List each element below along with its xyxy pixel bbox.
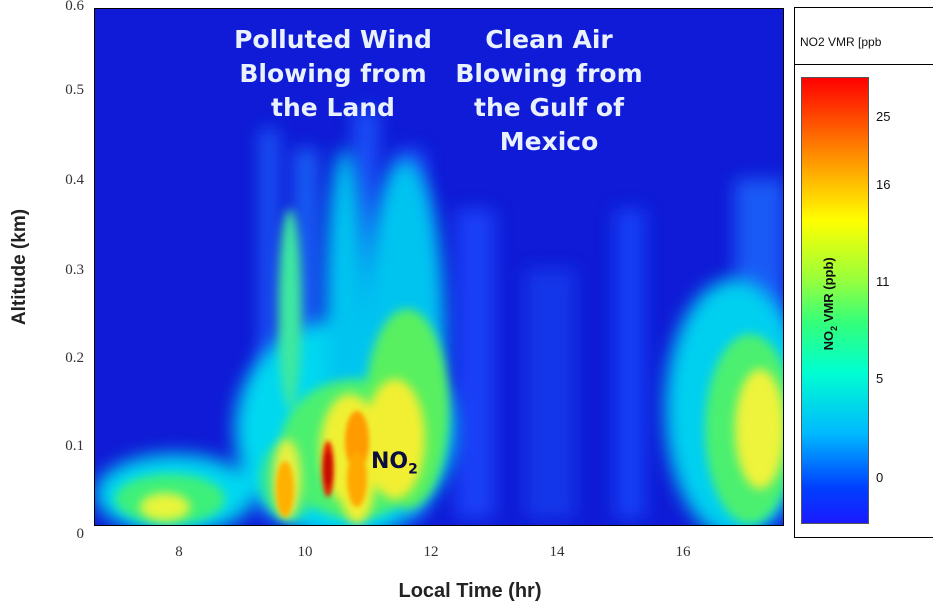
- colorbar-tick-0: 0: [876, 470, 884, 485]
- data-shapes: [95, 109, 783, 525]
- y-tick-0.1: 0.1: [65, 438, 84, 454]
- plume-green: [278, 209, 302, 409]
- annotation-polluted-wind: Polluted Wind Blowing from the Land: [223, 23, 443, 125]
- colorbar-title-divider: [794, 64, 933, 65]
- annotation-line: the Gulf of: [474, 93, 624, 122]
- y-tick-0: 0: [76, 526, 85, 542]
- heatmap-plot-area: Polluted Wind Blowing from the Land Clea…: [94, 8, 784, 526]
- plume-yellow: [140, 493, 190, 521]
- x-tick-14: 14: [549, 544, 565, 560]
- colorbar-tick-5: 5: [876, 371, 884, 386]
- x-tick-12: 12: [423, 544, 439, 560]
- y-tick-0.6: 0.6: [65, 0, 84, 14]
- annotation-line: Mexico: [499, 127, 599, 156]
- no2-label-sub: 2: [408, 461, 418, 478]
- y-tick-0.5: 0.5: [65, 82, 84, 98]
- colorbar-title: NO2 VMR [ppb: [800, 35, 882, 49]
- y-axis-title: Altitude (km): [9, 208, 30, 326]
- plume-yellow: [735, 369, 783, 489]
- y-tick-0.4: 0.4: [65, 172, 84, 188]
- plume-column: [615, 209, 645, 519]
- annotation-line: Blowing from: [239, 59, 427, 88]
- plume-red-core: [325, 451, 331, 487]
- plume-orange: [276, 461, 294, 517]
- colorbar-label-sub: 2: [828, 325, 839, 331]
- no2-label-main: NO: [371, 449, 409, 474]
- plume-orange: [345, 411, 369, 471]
- colorbar-label-rest: VMR (ppb): [821, 257, 837, 326]
- annotation-line: Blowing from: [455, 59, 643, 88]
- colorbar-tick-25: 25: [876, 109, 891, 124]
- annotation-clean-air: Clean Air Blowing from the Gulf of Mexic…: [439, 23, 659, 159]
- heatmap-svg: [95, 9, 783, 525]
- y-tick-0.2: 0.2: [65, 350, 84, 366]
- colorbar-label: NO2 VMR (ppb): [821, 239, 839, 369]
- y-tick-0.3: 0.3: [65, 262, 84, 278]
- colorbar-tick-16: 16: [876, 177, 891, 192]
- annotation-line: the Land: [271, 93, 395, 122]
- colorbar-gradient: [801, 77, 869, 524]
- no2-label: NO2: [371, 449, 418, 477]
- annotation-line: Polluted Wind: [234, 25, 432, 54]
- colorbar-label-main: NO: [821, 330, 837, 351]
- plume-orange: [347, 451, 367, 507]
- plume-yellow: [365, 379, 425, 499]
- x-tick-8: 8: [175, 544, 183, 560]
- annotation-line: Clean Air: [485, 25, 613, 54]
- x-axis-title: Local Time (hr): [398, 580, 542, 602]
- plume-column: [455, 209, 495, 519]
- colorbar-tick-11: 11: [876, 274, 890, 289]
- plume-column: [525, 269, 575, 519]
- x-tick-10: 10: [297, 544, 313, 560]
- x-tick-16: 16: [675, 544, 691, 560]
